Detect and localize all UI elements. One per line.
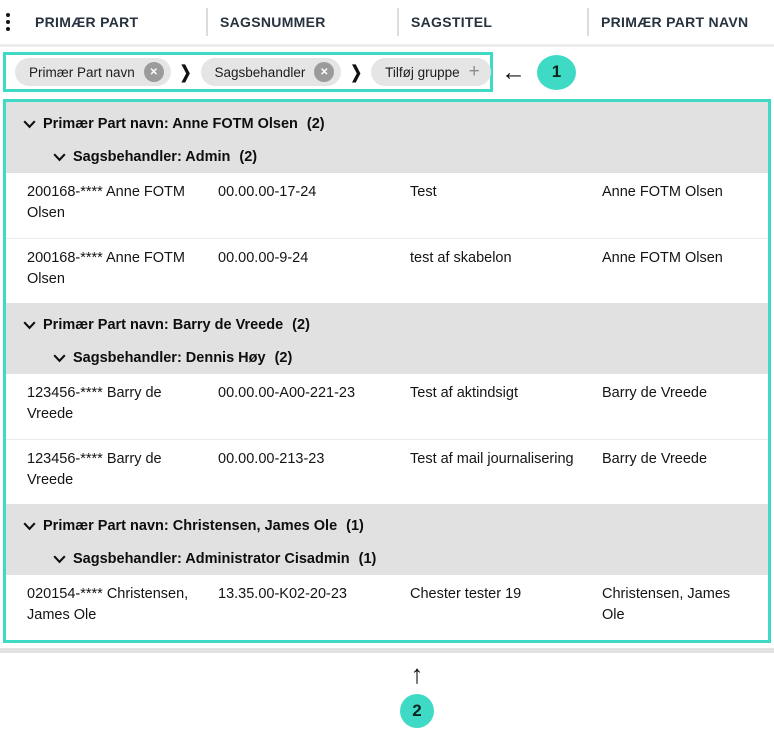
group-header-level-2[interactable]: Sagsbehandler: Dennis Høy (2) bbox=[6, 350, 768, 366]
annotation-callout-1: 1 bbox=[537, 54, 576, 90]
table-header-row: PRIMÆR PART SAGSNUMMER SAGSTITEL PRIMÆR … bbox=[0, 0, 774, 47]
subgroup-count: (1) bbox=[358, 551, 377, 567]
cell-sagstitel: test af skabelon bbox=[410, 250, 512, 266]
group-header[interactable]: Primær Part navn: Barry de Vreede (2) Sa… bbox=[6, 303, 768, 374]
group-chip-sagsbehandler[interactable]: Sagsbehandler ✕ bbox=[200, 58, 342, 86]
cell-primaer-part-navn: Barry de Vreede bbox=[602, 451, 708, 467]
group-label: Primær Part navn: Barry de Vreede bbox=[43, 317, 284, 333]
group-header-level-1[interactable]: Primær Part navn: Anne FOTM Olsen (2) bbox=[6, 116, 768, 132]
chevron-down-icon bbox=[53, 353, 66, 363]
column-header-primaer-part-navn[interactable]: PRIMÆR PART NAVN bbox=[587, 8, 774, 36]
remove-group-icon[interactable]: ✕ bbox=[314, 62, 335, 82]
group-chip-primaer-part-navn[interactable]: Primær Part navn ✕ bbox=[15, 58, 171, 86]
chevron-down-icon bbox=[23, 119, 36, 129]
vertical-dots-icon bbox=[6, 13, 10, 31]
cell-primaer-part: 020154-**** Christensen, James Ole bbox=[27, 586, 189, 623]
column-headers: PRIMÆR PART SAGSNUMMER SAGSTITEL PRIMÆR … bbox=[35, 0, 774, 44]
plus-icon: + bbox=[468, 60, 480, 82]
cell-primaer-part-navn: Anne FOTM Olsen bbox=[602, 184, 723, 200]
table-row[interactable]: 200168-**** Anne FOTM Olsen 00.00.00-17-… bbox=[6, 173, 768, 238]
group-header[interactable]: Primær Part navn: Christensen, James Ole… bbox=[6, 504, 768, 575]
add-group-chip[interactable]: Tilføj gruppe + bbox=[371, 58, 491, 86]
column-header-sagsnummer[interactable]: SAGSNUMMER bbox=[206, 8, 397, 36]
footer: ↑ 2 bbox=[397, 661, 437, 728]
horizontal-divider bbox=[0, 648, 774, 653]
group-count: (1) bbox=[346, 518, 364, 534]
chevron-right-icon: ❯ bbox=[350, 61, 363, 82]
cell-sagsnummer: 00.00.00-9-24 bbox=[218, 250, 309, 266]
table-row[interactable]: 020154-**** Christensen, James Ole 13.35… bbox=[6, 575, 768, 640]
annotation-callout-2: 2 bbox=[400, 694, 434, 728]
cell-sagsnummer: 00.00.00-213-23 bbox=[218, 451, 325, 467]
subgroup-label: Sagsbehandler: Admin bbox=[73, 149, 231, 165]
group-label: Primær Part navn: Christensen, James Ole bbox=[43, 518, 338, 534]
chevron-right-icon: ❯ bbox=[179, 61, 192, 82]
group-header[interactable]: Primær Part navn: Anne FOTM Olsen (2) Sa… bbox=[6, 102, 768, 173]
cell-primaer-part-navn: Christensen, James Ole bbox=[602, 586, 731, 623]
chevron-down-icon bbox=[53, 152, 66, 162]
scroll-to-top-arrow-icon[interactable]: ↑ bbox=[410, 659, 424, 689]
cell-sagstitel: Test af mail journalisering bbox=[410, 451, 574, 467]
remove-group-icon[interactable]: ✕ bbox=[143, 62, 164, 82]
cell-sagsnummer: 00.00.00-A00-221-23 bbox=[218, 385, 356, 401]
group-label: Primær Part navn: Anne FOTM Olsen bbox=[43, 116, 298, 132]
grouping-bar: Primær Part navn ✕ ❯ Sagsbehandler ✕ ❯ T… bbox=[0, 51, 774, 93]
cell-sagsnummer: 13.35.00-K02-20-23 bbox=[218, 586, 347, 602]
subgroup-label: Sagsbehandler: Dennis Høy bbox=[73, 350, 266, 366]
cell-sagsnummer: 00.00.00-17-24 bbox=[218, 184, 317, 200]
cell-sagstitel: Test bbox=[410, 184, 437, 200]
table-row[interactable]: 123456-**** Barry de Vreede 00.00.00-213… bbox=[6, 439, 768, 504]
subgroup-count: (2) bbox=[239, 149, 258, 165]
chevron-down-icon bbox=[23, 320, 36, 330]
cell-primaer-part: 200168-**** Anne FOTM Olsen bbox=[27, 250, 185, 287]
kebab-menu-icon[interactable] bbox=[0, 0, 35, 44]
grouping-chipbox: Primær Part navn ✕ ❯ Sagsbehandler ✕ ❯ T… bbox=[3, 52, 493, 92]
cell-primaer-part-navn: Anne FOTM Olsen bbox=[602, 250, 723, 266]
group-header-level-1[interactable]: Primær Part navn: Christensen, James Ole… bbox=[6, 518, 768, 534]
cell-primaer-part-navn: Barry de Vreede bbox=[602, 385, 708, 401]
group-header-level-2[interactable]: Sagsbehandler: Administrator Cisadmin (1… bbox=[6, 551, 768, 567]
group-count: (2) bbox=[306, 116, 325, 132]
cell-primaer-part: 123456-**** Barry de Vreede bbox=[27, 385, 162, 422]
subgroup-label: Sagsbehandler: Administrator Cisadmin bbox=[73, 551, 350, 567]
cell-primaer-part: 123456-**** Barry de Vreede bbox=[27, 451, 162, 488]
table-row[interactable]: 200168-**** Anne FOTM Olsen 00.00.00-9-2… bbox=[6, 238, 768, 303]
group-header-level-1[interactable]: Primær Part navn: Barry de Vreede (2) bbox=[6, 317, 768, 333]
group-header-level-2[interactable]: Sagsbehandler: Admin (2) bbox=[6, 149, 768, 165]
cell-sagstitel: Test af aktindsigt bbox=[410, 385, 518, 401]
group-chip-label: Primær Part navn bbox=[29, 64, 135, 80]
table-body: Primær Part navn: Anne FOTM Olsen (2) Sa… bbox=[6, 102, 768, 640]
column-header-sagstitel[interactable]: SAGSTITEL bbox=[397, 8, 587, 36]
group-count: (2) bbox=[292, 317, 310, 333]
group-chip-label: Sagsbehandler bbox=[214, 64, 306, 80]
cell-sagstitel: Chester tester 19 bbox=[410, 586, 522, 602]
grouped-case-table: Primær Part navn: Anne FOTM Olsen (2) Sa… bbox=[3, 99, 771, 643]
chevron-down-icon bbox=[23, 521, 36, 531]
back-arrow-icon[interactable]: ← bbox=[501, 57, 526, 86]
cell-primaer-part: 200168-**** Anne FOTM Olsen bbox=[27, 184, 185, 221]
add-group-label: Tilføj gruppe bbox=[385, 64, 460, 80]
subgroup-count: (2) bbox=[274, 350, 293, 366]
column-header-primaer-part[interactable]: PRIMÆR PART bbox=[35, 14, 139, 30]
chevron-down-icon bbox=[53, 554, 66, 564]
table-row[interactable]: 123456-**** Barry de Vreede 00.00.00-A00… bbox=[6, 374, 768, 439]
